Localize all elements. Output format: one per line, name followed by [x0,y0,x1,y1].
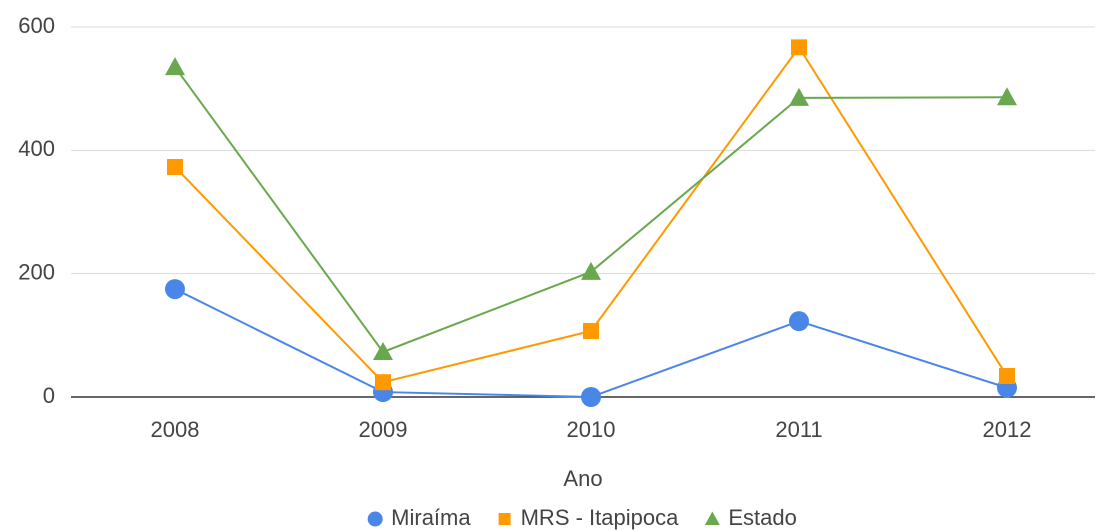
legend-marker [498,513,511,525]
legend-marker [704,511,720,525]
marker [999,368,1015,385]
marker [583,323,599,340]
y-tick-label: 200 [18,259,55,284]
legend: Miraíma MRS - Itapipoca Estado [367,505,797,530]
y-tick-label: 600 [18,13,55,38]
x-tick-label: 2012 [983,417,1032,442]
marker [581,387,601,407]
legend-label: MRS - Itapipoca [521,505,679,530]
marker [165,279,185,300]
marker [997,87,1017,106]
x-tick-label: 2011 [775,417,822,442]
x-tick-label: 2008 [151,417,200,442]
series-line [174,66,1008,354]
legend-label: Estado [728,505,797,530]
series-line [174,288,1008,399]
marker [165,57,185,76]
marker [373,341,393,360]
y-tick-label: 0 [43,383,55,408]
marker [167,158,183,175]
marker [789,311,809,332]
x-tick-label: 2010 [567,417,616,442]
marker [581,261,601,280]
legend-marker [367,511,383,527]
y-tick-label: 400 [18,136,55,161]
marker [789,87,809,106]
marker [375,374,391,391]
x-tick-label: 2009 [359,417,408,442]
x-axis-label: Ano [563,466,602,491]
legend-label: Miraíma [391,505,471,530]
marker [791,39,807,56]
